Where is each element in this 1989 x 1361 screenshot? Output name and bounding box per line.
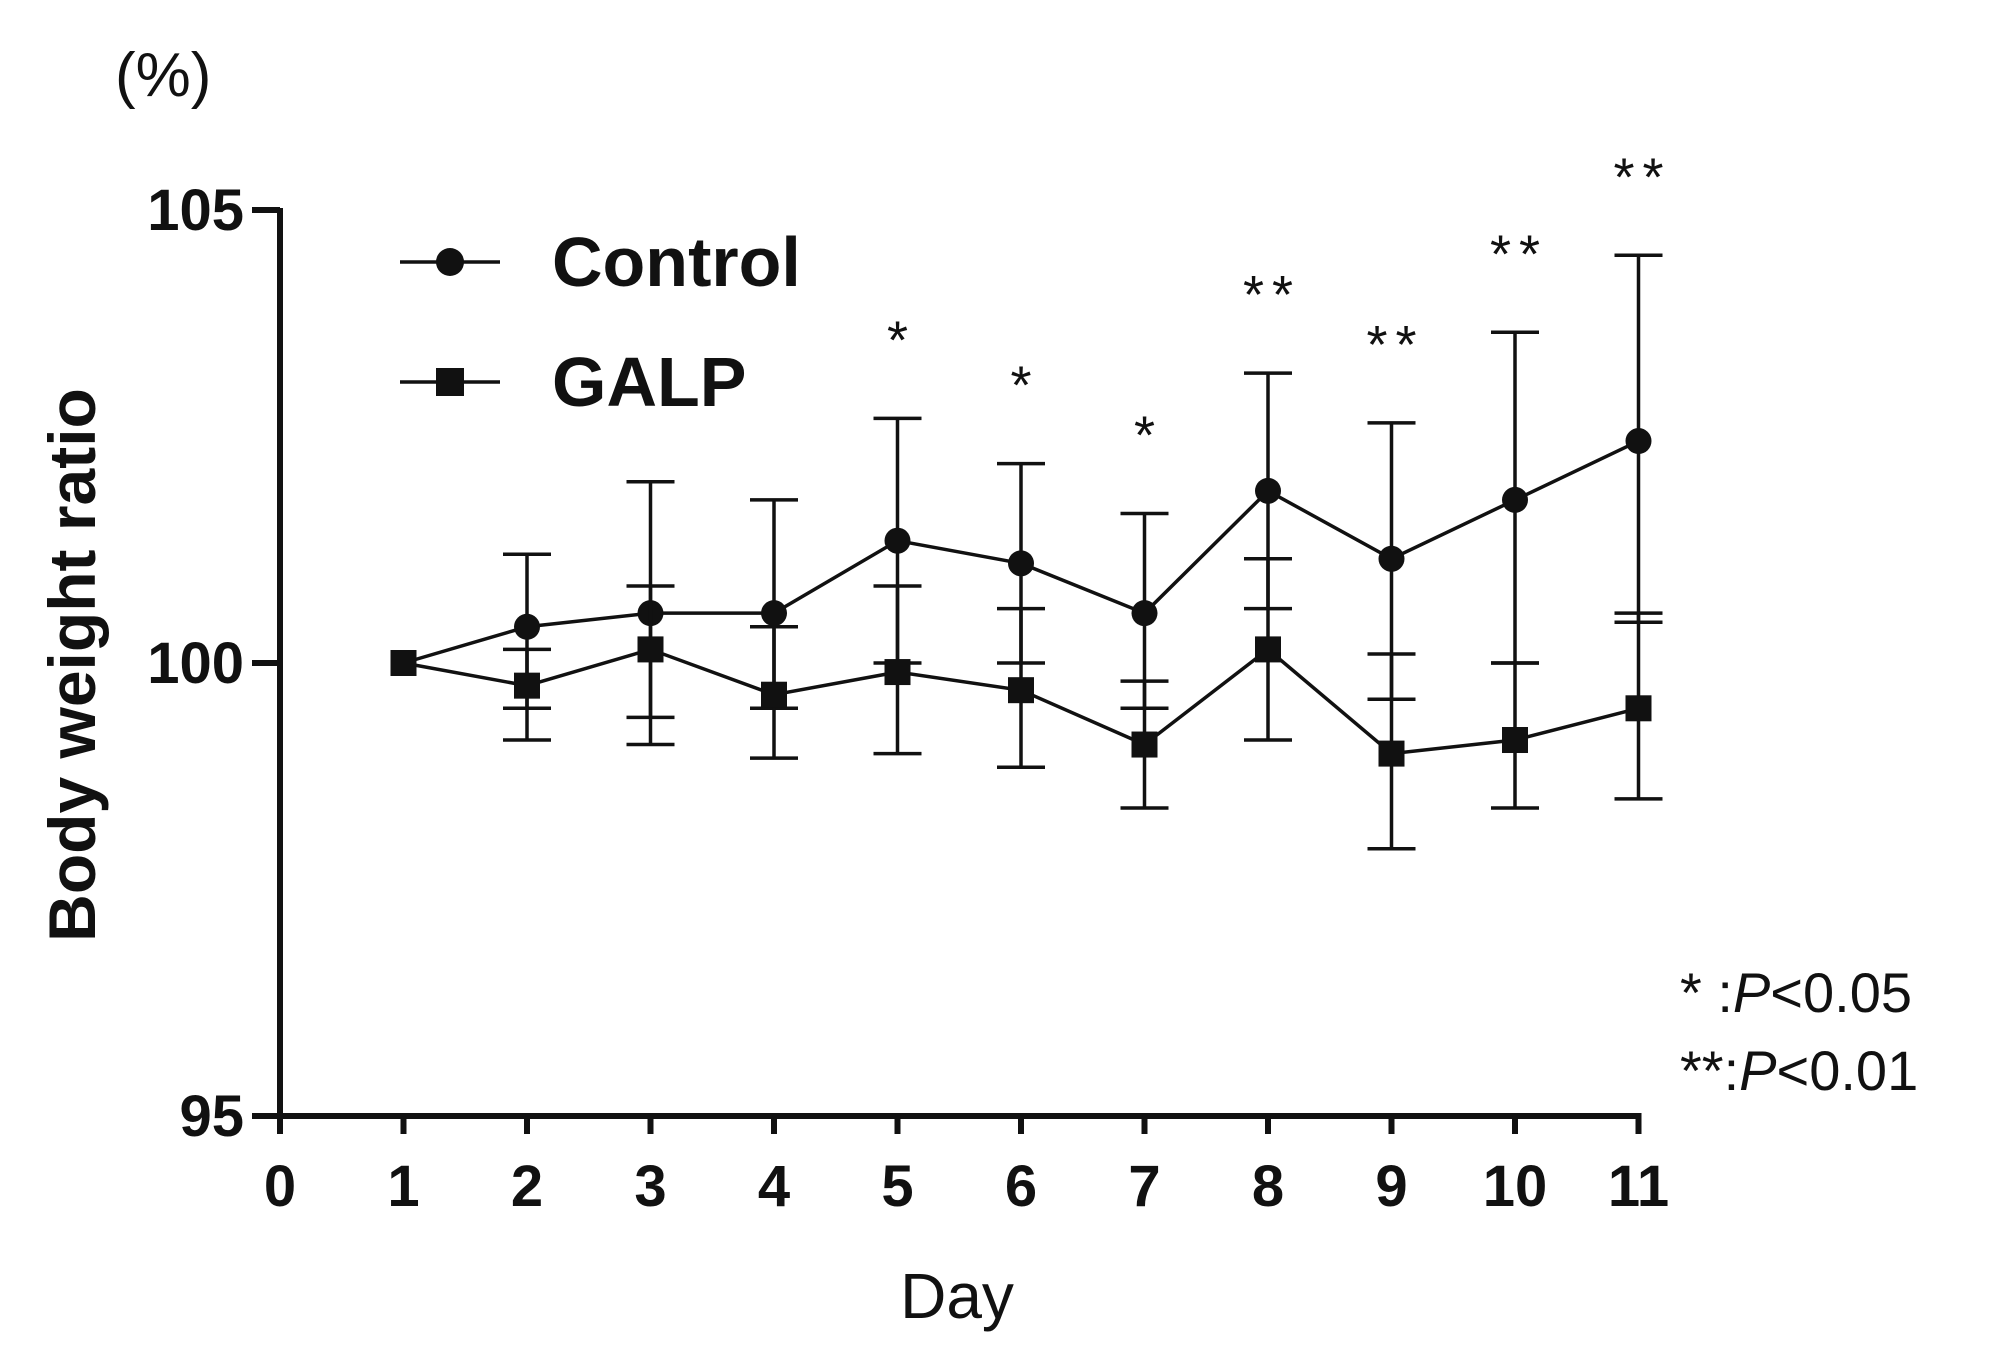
x-tick-label: 6 [1005, 1154, 1037, 1219]
note-p: P [1733, 961, 1770, 1024]
x-tick-label: 2 [511, 1154, 543, 1219]
p-value-note: * :P<0.05 [1680, 961, 1912, 1024]
significance-label: * [1010, 356, 1039, 416]
data-marks [390, 253, 1663, 851]
x-tick-label: 11 [1608, 1154, 1669, 1219]
data-point-square [390, 650, 417, 676]
significance-label: * [887, 310, 916, 370]
axes: 95 100 105 0 1 2 3 4 5 6 7 8 9 10 11 Day Body weight rat… [35, 178, 1669, 1332]
note-stars: * : [1680, 961, 1733, 1024]
data-point-circle [884, 527, 911, 554]
data-point-square [884, 659, 911, 686]
data-point-square [1131, 731, 1158, 758]
y-tick-label: 100 [147, 631, 244, 696]
y-axis-title: Body weight ratio [35, 388, 109, 942]
data-point-square [761, 681, 787, 708]
x-tick-label: 1 [387, 1154, 419, 1219]
data-point-circle [1378, 545, 1405, 572]
legend-circle-marker [436, 248, 464, 276]
legend: Control GALP [400, 223, 801, 421]
data-point-square [1378, 740, 1405, 767]
data-point-square [637, 636, 664, 663]
significance-label: ** [1490, 224, 1548, 284]
significance-notes: * :P<0.05**:P<0.01 [1680, 961, 1918, 1102]
x-tick-label: 4 [758, 1154, 790, 1219]
data-point-square [1625, 695, 1652, 722]
x-tick-label: 8 [1252, 1154, 1284, 1219]
legend-square-marker [436, 368, 464, 396]
y-unit-label: (%) [115, 41, 211, 110]
series-control [390, 253, 1663, 720]
legend-label-galp: GALP [552, 343, 746, 421]
y-tick-label: 105 [147, 178, 244, 243]
x-tick-label: 10 [1483, 1154, 1548, 1219]
data-point-circle [1008, 550, 1034, 577]
note-p: P [1739, 1039, 1776, 1102]
data-point-circle [1131, 600, 1158, 627]
series-galp [390, 557, 1663, 851]
data-point-circle [1625, 428, 1652, 455]
data-point-circle [761, 600, 787, 627]
p-value-note: **:P<0.01 [1680, 1039, 1918, 1102]
data-point-square [1255, 636, 1281, 663]
note-threshold: <0.05 [1770, 961, 1912, 1024]
significance-label: ** [1613, 147, 1671, 207]
data-point-square [1008, 677, 1034, 704]
y-tick-label: 95 [179, 1084, 244, 1149]
legend-label-control: Control [552, 223, 801, 301]
significance-label: ** [1243, 265, 1301, 325]
data-point-circle [514, 613, 540, 640]
x-tick-label: 0 [264, 1154, 296, 1219]
data-point-square [514, 672, 540, 699]
x-tick-label: 7 [1128, 1154, 1160, 1219]
significance-label: ** [1366, 315, 1424, 375]
x-tick-label: 9 [1375, 1154, 1407, 1219]
significance-label: * [1134, 406, 1163, 466]
x-tick-label: 3 [634, 1154, 666, 1219]
x-tick-label: 5 [881, 1154, 913, 1219]
significance-markers: *********** [887, 147, 1671, 466]
data-point-circle [1502, 486, 1528, 513]
x-axis-title: Day [900, 1260, 1014, 1332]
note-stars: **: [1680, 1039, 1739, 1102]
data-point-square [1502, 727, 1528, 754]
note-threshold: <0.01 [1777, 1039, 1919, 1102]
data-point-circle [1255, 477, 1281, 504]
